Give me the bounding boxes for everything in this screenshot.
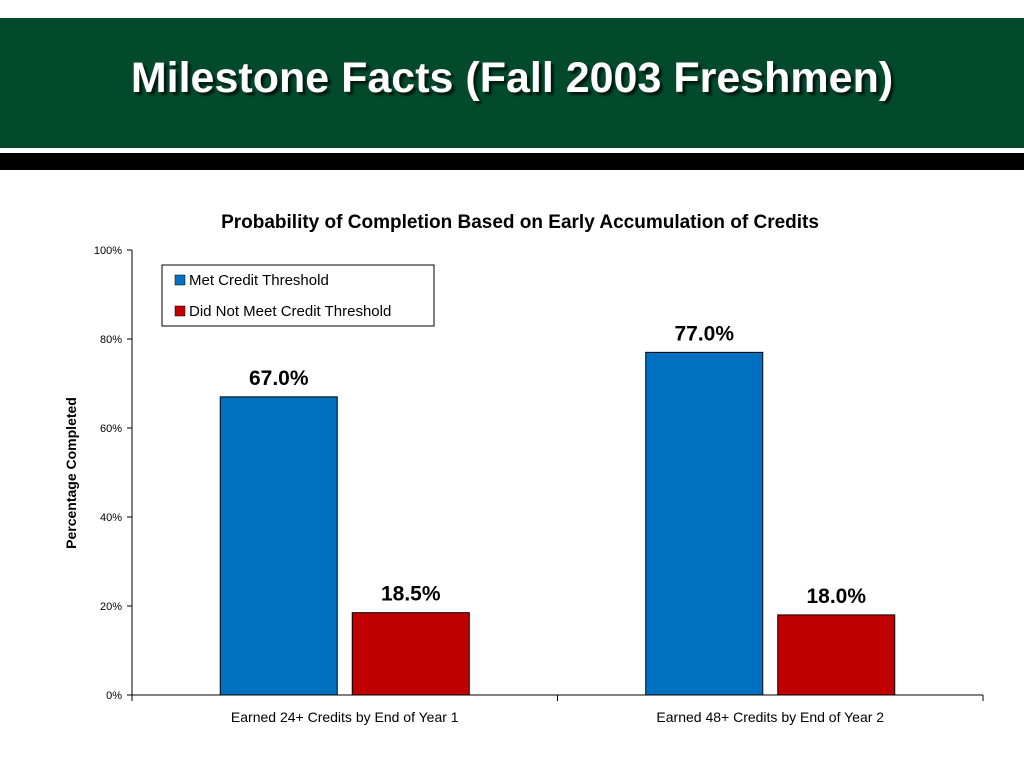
legend-label: Met Credit Threshold (189, 272, 329, 289)
y-tick-label: 100% (94, 245, 122, 257)
y-tick-label: 40% (100, 512, 122, 524)
bar (351, 612, 470, 696)
slide-title: Milestone Facts (Fall 2003 Freshmen) (130, 54, 894, 102)
legend: Met Credit Threshold Did Not Meet Credit … (161, 264, 435, 327)
data-label: 67.0% (249, 367, 309, 390)
bar (777, 614, 896, 696)
bar (645, 351, 764, 696)
data-label: 77.0% (674, 322, 734, 345)
bar (219, 396, 338, 696)
data-label: 18.0% (806, 585, 866, 608)
data-label: 18.5% (381, 583, 441, 606)
chart-title: Probability of Completion Based on Early… (221, 212, 819, 233)
x-category-label: Earned 48+ Credits by End of Year 2 (656, 709, 884, 725)
header-band (0, 18, 1024, 148)
plot-area: 0% 20% 40% 60% 80% 100% Earned 24+ Credits by … (94, 245, 984, 725)
legend-swatch (174, 305, 186, 317)
x-category-label: Earned 24+ Credits by End of Year 1 (231, 709, 459, 725)
y-tick-label: 0% (106, 690, 122, 702)
header-rule (0, 153, 1024, 170)
y-tick-label: 20% (100, 601, 122, 613)
y-tick-label: 80% (100, 334, 122, 346)
legend-box (161, 264, 435, 327)
legend-label: Did Not Meet Credit Threshold (189, 303, 391, 320)
y-tick-label: 60% (100, 423, 122, 435)
y-axis-title: Percentage Completed (63, 397, 79, 549)
legend-swatch (174, 274, 186, 286)
